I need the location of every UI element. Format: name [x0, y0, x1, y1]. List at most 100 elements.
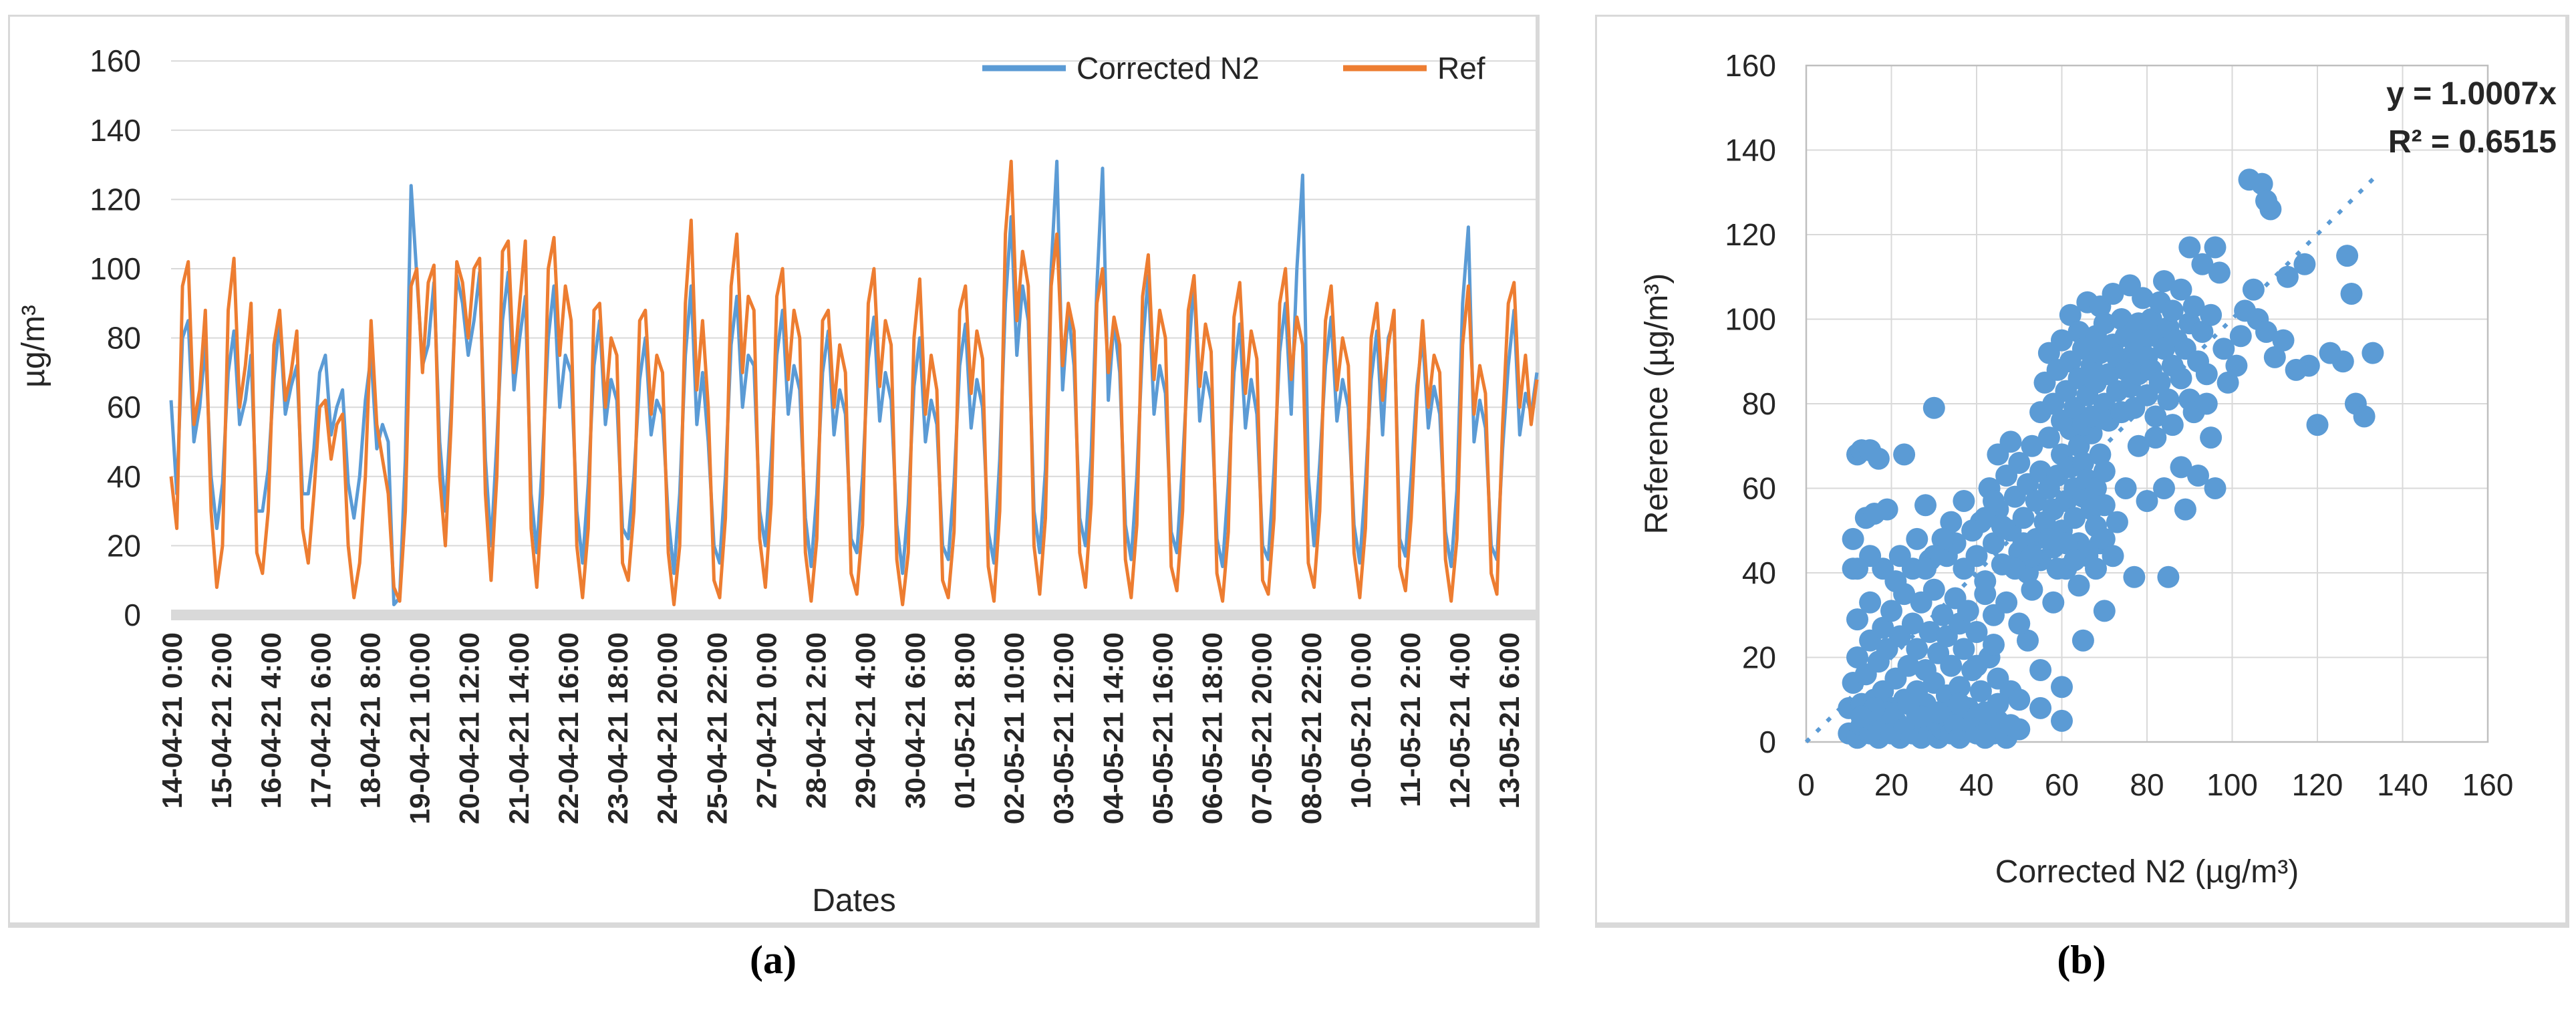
scatter-point	[2212, 338, 2235, 360]
scatter-point	[1953, 490, 1975, 512]
scatter-point	[2093, 494, 2116, 517]
scatter-point	[1918, 621, 1941, 643]
y-axis-tick-label: 0	[124, 598, 141, 632]
x-axis-tick-label: 16-04-21 4:00	[255, 632, 287, 809]
scatter-point	[2012, 507, 2035, 529]
scatter-point	[2067, 574, 2090, 597]
scatter-point	[2029, 460, 2052, 483]
scatter-point	[2063, 549, 2086, 572]
scatter-point	[2089, 443, 2112, 466]
x-axis-tick-label: 40	[1959, 767, 1993, 802]
chart-b-panel: 0 20 40 60 80 100 120 140 160 0 20 40 60 80 100 120 140 1…	[1595, 15, 2569, 928]
x-axis-tick-label: 24-04-21 20:00	[652, 632, 683, 824]
scatter-point	[1983, 634, 2005, 656]
scatter-point	[2071, 629, 2094, 652]
scatter-point	[2110, 308, 2133, 330]
y-axis-tick-label: 80	[1742, 386, 1776, 421]
scatter-point	[2055, 532, 2078, 555]
scatter-point	[2161, 299, 2184, 322]
scatter-point	[1965, 621, 1988, 643]
scatter-point	[1931, 604, 1954, 626]
scatter-point	[1927, 701, 1950, 724]
scatter-point	[2093, 600, 2116, 622]
scatter-point	[1846, 557, 1868, 580]
scatter-point	[2051, 329, 2073, 352]
x-axis-title: Dates	[812, 883, 895, 918]
scatter-point	[2114, 477, 2137, 499]
scatter-point	[2153, 477, 2175, 499]
scatter-point	[2204, 477, 2227, 499]
scatter-point	[2251, 172, 2273, 195]
scatter-point	[2093, 312, 2116, 335]
scatter-point	[2306, 414, 2329, 436]
x-axis-tick-label: 07-05-21 20:00	[1246, 632, 1278, 824]
x-axis-tick-label: 28-04-21 2:00	[801, 632, 832, 809]
scatter-point	[1969, 680, 1992, 703]
scatter-point	[2085, 477, 2107, 499]
scatter-point	[2003, 557, 2026, 580]
scatter-point	[2204, 236, 2227, 259]
x-axis-tick-label: 22-04-21 16:00	[553, 632, 584, 824]
scatter-point	[2208, 261, 2231, 284]
x-axis-tick-label: 0	[1798, 767, 1815, 802]
scatter-point	[2140, 308, 2162, 330]
scatter-point	[2340, 283, 2363, 305]
x-axis-tick-label: 01-05-21 8:00	[949, 632, 980, 809]
scatter-point	[2170, 278, 2192, 301]
scatter-point	[1846, 646, 1868, 668]
scatter-point	[2051, 676, 2073, 699]
scatter-point	[2200, 303, 2223, 326]
scatter-point	[1983, 532, 2005, 555]
scatter-point	[2182, 295, 2205, 318]
scatter-point	[1846, 608, 1868, 631]
scatter-point	[2195, 392, 2218, 415]
scatter-point	[2178, 236, 2201, 259]
legend-label-corrected-n2: Corrected N2	[1077, 51, 1260, 86]
scatter-point	[1949, 676, 1971, 699]
scatter-point	[1974, 570, 1997, 593]
scatter-point	[2127, 434, 2150, 457]
scatter-point	[2272, 329, 2295, 352]
y-axis-tick-label: 80	[107, 321, 141, 356]
scatter-point	[1953, 557, 1975, 580]
scatter-point	[2216, 371, 2239, 394]
scatter-point	[1901, 612, 1924, 635]
y-axis-tick-label: 40	[1742, 555, 1776, 590]
scatter-point	[2263, 346, 2286, 368]
caption-b: (b)	[2057, 938, 2106, 982]
scatter-point	[1888, 545, 1911, 567]
scatter-point	[2106, 511, 2128, 533]
scatter-point	[2063, 507, 2086, 529]
scatter-point	[1957, 600, 1979, 622]
scatter-point	[1922, 578, 1945, 601]
scatter-point	[1850, 705, 1873, 728]
x-axis-tick-label: 29-04-21 4:00	[850, 632, 881, 809]
scatter-point	[2102, 545, 2124, 567]
scatter-point	[2085, 557, 2107, 580]
scatter-point	[1965, 654, 1988, 677]
y-axis-tick-label: 60	[107, 390, 141, 424]
scatter-point	[1999, 430, 2022, 453]
x-axis-tick-label: 02-05-21 10:00	[998, 632, 1030, 824]
chart-a-panel: 0 20 40 60 80 100 120 140 160 14-04-21 0:00 15-04-…	[8, 15, 1540, 928]
y-axis-tick-label: 120	[1725, 217, 1776, 252]
scatter-point	[2225, 354, 2248, 377]
scatter-point	[1940, 654, 1963, 677]
scatter-point	[2195, 363, 2218, 386]
scatter-point	[2102, 283, 2124, 305]
scatter-point	[2021, 545, 2043, 567]
y-axis-tick-label: 140	[90, 113, 141, 148]
x-axis-tick-label: 80	[2130, 767, 2164, 802]
scatter-point	[2276, 265, 2299, 288]
scatter-point	[2008, 452, 2031, 474]
scatter-point	[1949, 692, 1971, 715]
x-axis-tick-label: 23-04-21 18:00	[602, 632, 633, 824]
x-axis-tick-label: 27-04-21 0:00	[750, 632, 782, 809]
x-axis-tick-label: 08-05-21 22:00	[1296, 632, 1327, 824]
scatter-point	[1906, 638, 1928, 660]
x-axis-tick-label: 20-04-21 12:00	[454, 632, 485, 824]
scatter-point	[2362, 342, 2384, 364]
scatter-point	[2093, 460, 2116, 483]
x-axis-tick-label: 19-04-21 10:00	[404, 632, 436, 824]
trendline-equation: y = 1.0007x	[2386, 76, 2557, 112]
